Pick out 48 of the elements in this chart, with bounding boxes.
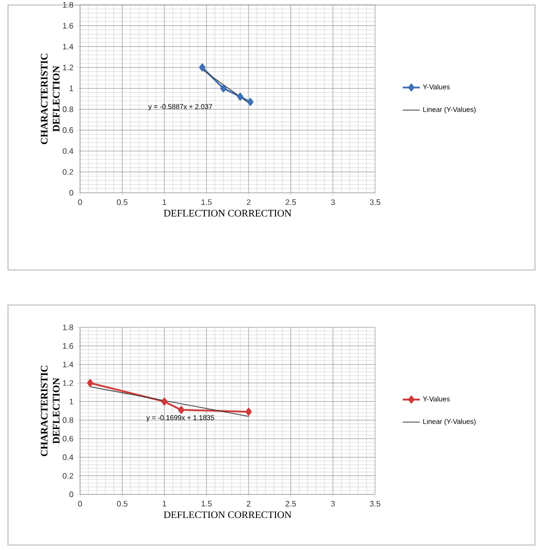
x-tick-label: 3 bbox=[330, 199, 335, 205]
y-tick-label: 0.4 bbox=[62, 454, 74, 460]
point bbox=[199, 64, 206, 72]
y-tick-label: 0.4 bbox=[62, 148, 74, 154]
x-tick-label: 1.5 bbox=[202, 500, 212, 506]
y-tick-label: 1.2 bbox=[63, 64, 74, 70]
x-tick-label: 3 bbox=[330, 500, 335, 507]
y-tick-label: 0.6 bbox=[62, 127, 74, 133]
x-tick-label: 1 bbox=[162, 199, 166, 205]
x-tick-label: 0 bbox=[78, 500, 82, 507]
x-tick-label: 2 bbox=[246, 199, 250, 205]
y-tick-label: 1.6 bbox=[63, 22, 74, 29]
point bbox=[220, 84, 226, 92]
y-tick-label: 1.4 bbox=[63, 362, 74, 368]
y-tick-label: 0.2 bbox=[62, 472, 74, 479]
x-tick-label: 3.5 bbox=[370, 500, 380, 507]
y-tick-label: 1.2 bbox=[63, 380, 74, 386]
x-tick-label: 1 bbox=[162, 500, 166, 506]
y-tick-label: 0.6 bbox=[62, 436, 74, 442]
x-tick-label: 1.5 bbox=[202, 199, 212, 205]
point bbox=[161, 398, 168, 406]
x-tick-label: 2.5 bbox=[286, 500, 296, 507]
y-tick-label: 0.8 bbox=[62, 417, 74, 423]
point bbox=[178, 406, 184, 414]
y-tick-label: 1.4 bbox=[63, 44, 74, 50]
x-tick-label: 0.5 bbox=[116, 199, 128, 205]
y-tick-label: 1.8 bbox=[63, 2, 74, 8]
x-tick-label: 2.5 bbox=[286, 199, 296, 205]
point bbox=[237, 92, 244, 101]
x-axis-title: DEFLECTION CORRECTION bbox=[164, 210, 292, 217]
y-axis-title: CHARACTERISTIC DEFLECTION bbox=[40, 54, 60, 144]
x-axis-title: DEFLECTION CORRECTION bbox=[164, 511, 292, 518]
point bbox=[87, 379, 94, 387]
y-tick-label: 0 bbox=[69, 190, 74, 196]
x-tick-label: 0 bbox=[78, 199, 82, 205]
point bbox=[245, 408, 252, 416]
y-tick-label: 1 bbox=[70, 86, 74, 92]
x-tick-label: 0.5 bbox=[116, 500, 128, 507]
y-axis-title: CHARACTERISTIC DEFLECTION bbox=[40, 366, 60, 456]
x-tick-label: 2 bbox=[246, 500, 250, 506]
y-tick-label: 0.2 bbox=[62, 169, 74, 175]
y-tick-label: 1 bbox=[70, 398, 74, 404]
x-tick-label: 3.5 bbox=[370, 199, 380, 205]
point bbox=[247, 98, 254, 106]
y-tick-label: 0.8 bbox=[62, 106, 74, 112]
y-tick-label: 1.6 bbox=[63, 343, 74, 349]
y-tick-label: 0 bbox=[69, 492, 74, 498]
y-tick-label: 1.8 bbox=[63, 324, 74, 330]
